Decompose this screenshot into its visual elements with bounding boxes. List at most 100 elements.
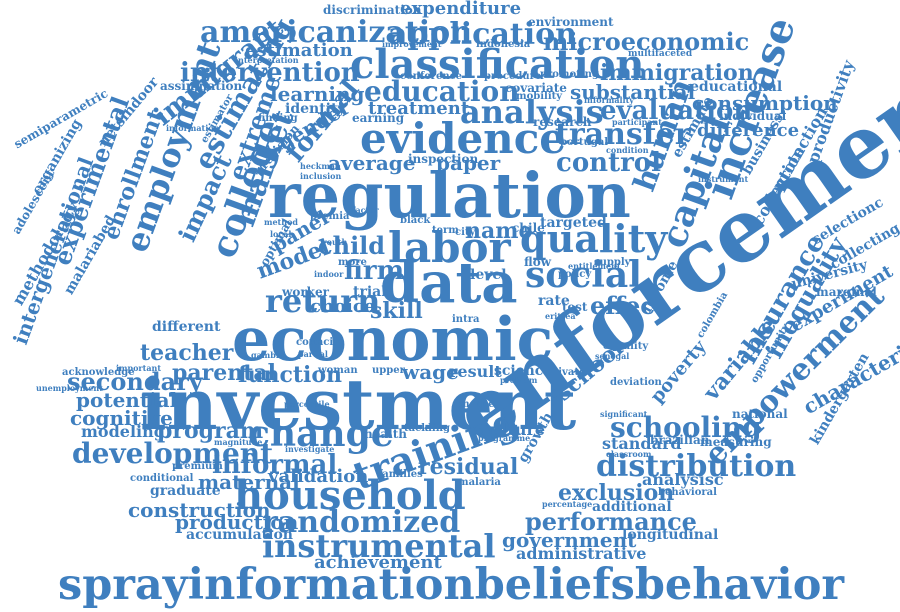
word-name: name: [465, 218, 533, 244]
word-intervention: intervention: [180, 58, 360, 88]
word-skill: skill: [370, 298, 423, 324]
word-environment: environment: [528, 15, 614, 29]
word-eritrea: eritrea: [545, 311, 576, 321]
word-covariate: covariate: [505, 81, 567, 95]
word-transfer: transfer: [555, 117, 691, 152]
word-microeconomic: microeconomic: [543, 27, 750, 56]
word-educational: educational: [690, 79, 783, 95]
word-randomized: randomized: [262, 505, 461, 540]
word-more: more: [338, 257, 367, 268]
word-multifaceted: multifaceted: [628, 49, 693, 59]
word-assimilation: assimilation: [160, 79, 243, 93]
word-different: different: [152, 319, 221, 335]
word-improvement: improvement: [382, 39, 442, 49]
word-magnitude: magnitude: [214, 437, 263, 447]
word-unemployment: unemployment: [36, 383, 103, 393]
word-youth: youth: [322, 237, 348, 247]
word-premium: premium: [172, 461, 223, 472]
word-classification: classification: [350, 41, 645, 88]
word-program: program: [157, 418, 264, 444]
word-information: information: [166, 123, 220, 133]
word-condition: condition: [606, 145, 649, 155]
word-entitlement: entitlement: [568, 261, 621, 271]
word-schooling: schooling: [610, 411, 762, 444]
word-return: return: [265, 282, 381, 320]
word-informality: informality: [584, 95, 634, 105]
word-effect: effect: [590, 291, 666, 320]
word-conference: conference: [400, 71, 463, 82]
word-government: government: [502, 528, 637, 552]
word-consumption: consumption: [692, 91, 838, 115]
word-participant: participant: [612, 117, 662, 127]
word-percentile: percentile: [284, 399, 330, 409]
word-wage: wage: [402, 360, 459, 384]
word-production: production: [175, 510, 299, 534]
word-indonesia: indonesia: [476, 39, 531, 50]
word-targeted: targeted: [540, 215, 607, 231]
word-parental: parental: [172, 360, 276, 386]
word-measuring: measuring: [700, 435, 772, 449]
word-procedure: procedure: [484, 71, 542, 82]
word-interpretation: interpretation: [235, 55, 299, 65]
word-upper: upper: [372, 365, 405, 376]
word-achievement: achievement: [314, 552, 442, 573]
word-average: average: [328, 151, 416, 175]
word-woman: woman: [318, 365, 358, 376]
word-maternal: maternal: [198, 470, 300, 494]
word-immigration: immigration: [600, 60, 754, 86]
word-standard: standard: [602, 434, 682, 453]
word-term: term: [432, 225, 459, 236]
word-portugal: portugal: [560, 137, 609, 148]
word-potential: potential: [76, 388, 178, 412]
word-validation: validation: [268, 466, 369, 487]
word-economic: economic: [232, 305, 554, 375]
word-modeling: modeling: [81, 422, 165, 441]
word-conditional: conditional: [130, 473, 194, 484]
word-flow: flow: [524, 255, 552, 269]
word-percentage: percentage: [542, 499, 593, 509]
word-inspection: inspection: [408, 152, 479, 166]
word-chile: chile: [512, 221, 545, 235]
word-analysisc: analysisc: [642, 470, 724, 489]
word-marginal: marginal: [816, 285, 877, 299]
word-treatment: treatment: [368, 98, 470, 119]
word-local: local: [270, 229, 292, 239]
word-promoting: promoting: [540, 69, 599, 80]
word-senegal: senegal: [595, 351, 630, 361]
word-learning: learning: [270, 82, 365, 106]
word-mother: mother: [459, 399, 500, 410]
word-classroom: classroom: [606, 449, 652, 459]
word-deviation: deviation: [610, 377, 662, 388]
word-identity: identity: [285, 101, 346, 117]
word-research: research: [533, 115, 592, 129]
word-distribution: distribution: [596, 449, 797, 484]
word-inclusion: inclusion: [300, 171, 342, 181]
word-estimation: estimation: [245, 40, 353, 61]
word-behavioral: behavioral: [658, 487, 717, 498]
word-instrumental: instrumental: [262, 527, 496, 565]
word-acknowledge: acknowledge: [62, 367, 135, 378]
word-education: education: [364, 75, 520, 108]
word-regulation: regulation: [268, 159, 631, 232]
word-choice: choice: [310, 296, 376, 317]
word-graduate: graduate: [150, 483, 221, 499]
word-tackling: tackling: [404, 423, 450, 434]
word-secondary: secondary: [67, 367, 203, 396]
word-significant: significant: [600, 409, 648, 419]
word-analysis: analysis: [460, 93, 604, 131]
word-problem: problem: [500, 375, 538, 385]
word-malaria: malaria: [458, 477, 501, 488]
word-policy: policy: [558, 269, 592, 280]
word-development: development: [72, 437, 274, 470]
word-performance: performance: [525, 507, 697, 536]
word-labor: labor: [388, 223, 511, 272]
word-household: household: [234, 472, 466, 519]
word-sprayinformationbeliefsbehavior: sprayinformationbeliefsbehavior: [58, 560, 845, 610]
word-construction: construction: [128, 498, 271, 522]
word-exclusion: exclusion: [558, 480, 675, 506]
word-heckman: heckman: [300, 161, 341, 171]
word-factor: factor: [352, 205, 379, 215]
word-black: black: [400, 215, 431, 226]
word-equality: equality: [603, 341, 649, 352]
word-firm: firm: [344, 256, 405, 286]
